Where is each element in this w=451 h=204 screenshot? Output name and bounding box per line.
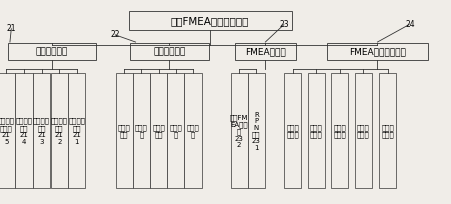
FancyBboxPatch shape <box>247 73 264 188</box>
FancyBboxPatch shape <box>129 12 291 31</box>
FancyBboxPatch shape <box>307 73 324 188</box>
FancyBboxPatch shape <box>326 43 428 61</box>
FancyBboxPatch shape <box>167 73 184 188</box>
Text: FMEA数据多维处理: FMEA数据多维处理 <box>348 48 405 57</box>
FancyBboxPatch shape <box>8 43 96 61</box>
Text: FMEA工作表: FMEA工作表 <box>244 48 285 57</box>
FancyBboxPatch shape <box>115 73 133 188</box>
FancyBboxPatch shape <box>150 73 167 188</box>
FancyBboxPatch shape <box>15 73 32 188</box>
Text: 零部件
查海: 零部件 查海 <box>152 124 165 137</box>
FancyBboxPatch shape <box>0 73 15 188</box>
Text: 21: 21 <box>6 24 16 33</box>
FancyBboxPatch shape <box>130 43 208 61</box>
Text: 失效模式
管理
21
1: 失效模式 管理 21 1 <box>68 117 85 144</box>
Text: 24: 24 <box>405 20 414 29</box>
Text: 切片分
析处理: 切片分 析处理 <box>333 124 345 137</box>
FancyBboxPatch shape <box>284 73 301 188</box>
FancyBboxPatch shape <box>51 73 68 188</box>
FancyBboxPatch shape <box>378 73 396 188</box>
Text: 失效数据管理: 失效数据管理 <box>36 48 68 57</box>
FancyBboxPatch shape <box>230 73 247 188</box>
FancyBboxPatch shape <box>33 73 50 188</box>
FancyBboxPatch shape <box>235 43 295 61</box>
Text: 上卷分
析处理: 上卷分 析处理 <box>286 124 299 137</box>
Text: 多维FMEA数据处理系统: 多维FMEA数据处理系统 <box>170 17 249 26</box>
Text: 产品查
询: 产品查 询 <box>186 124 199 137</box>
FancyBboxPatch shape <box>184 73 201 188</box>
Text: 产品录
入: 产品录 入 <box>135 124 147 137</box>
Text: 固有性数
据管理
21
5: 固有性数 据管理 21 5 <box>0 117 15 144</box>
Text: 项目查
询: 项目查 询 <box>169 124 182 137</box>
Text: 切换分
析处理: 切换分 析处理 <box>356 124 369 137</box>
FancyBboxPatch shape <box>68 73 85 188</box>
Text: R
P
N
分析
23
1: R P N 分析 23 1 <box>251 111 260 150</box>
Text: 转输分
析处理: 转输分 析处理 <box>381 124 393 137</box>
Text: 生成FM
EA工作
表
23
2: 生成FM EA工作 表 23 2 <box>230 114 248 147</box>
Text: 失效原因
管理
21
2: 失效原因 管理 21 2 <box>51 117 68 144</box>
FancyBboxPatch shape <box>331 73 348 188</box>
Text: 改进措施
管理
21
4: 改进措施 管理 21 4 <box>15 117 32 144</box>
Text: 系统数据管理: 系统数据管理 <box>153 48 185 57</box>
Text: 失效影响
管理
21
3: 失效影响 管理 21 3 <box>33 117 50 144</box>
Text: 22: 22 <box>110 30 120 39</box>
Text: 23: 23 <box>279 20 289 29</box>
FancyBboxPatch shape <box>354 73 371 188</box>
Text: 下钻分
析处理: 下钻分 析处理 <box>309 124 322 137</box>
FancyBboxPatch shape <box>133 73 150 188</box>
Text: 零部件
录入: 零部件 录入 <box>118 124 130 137</box>
